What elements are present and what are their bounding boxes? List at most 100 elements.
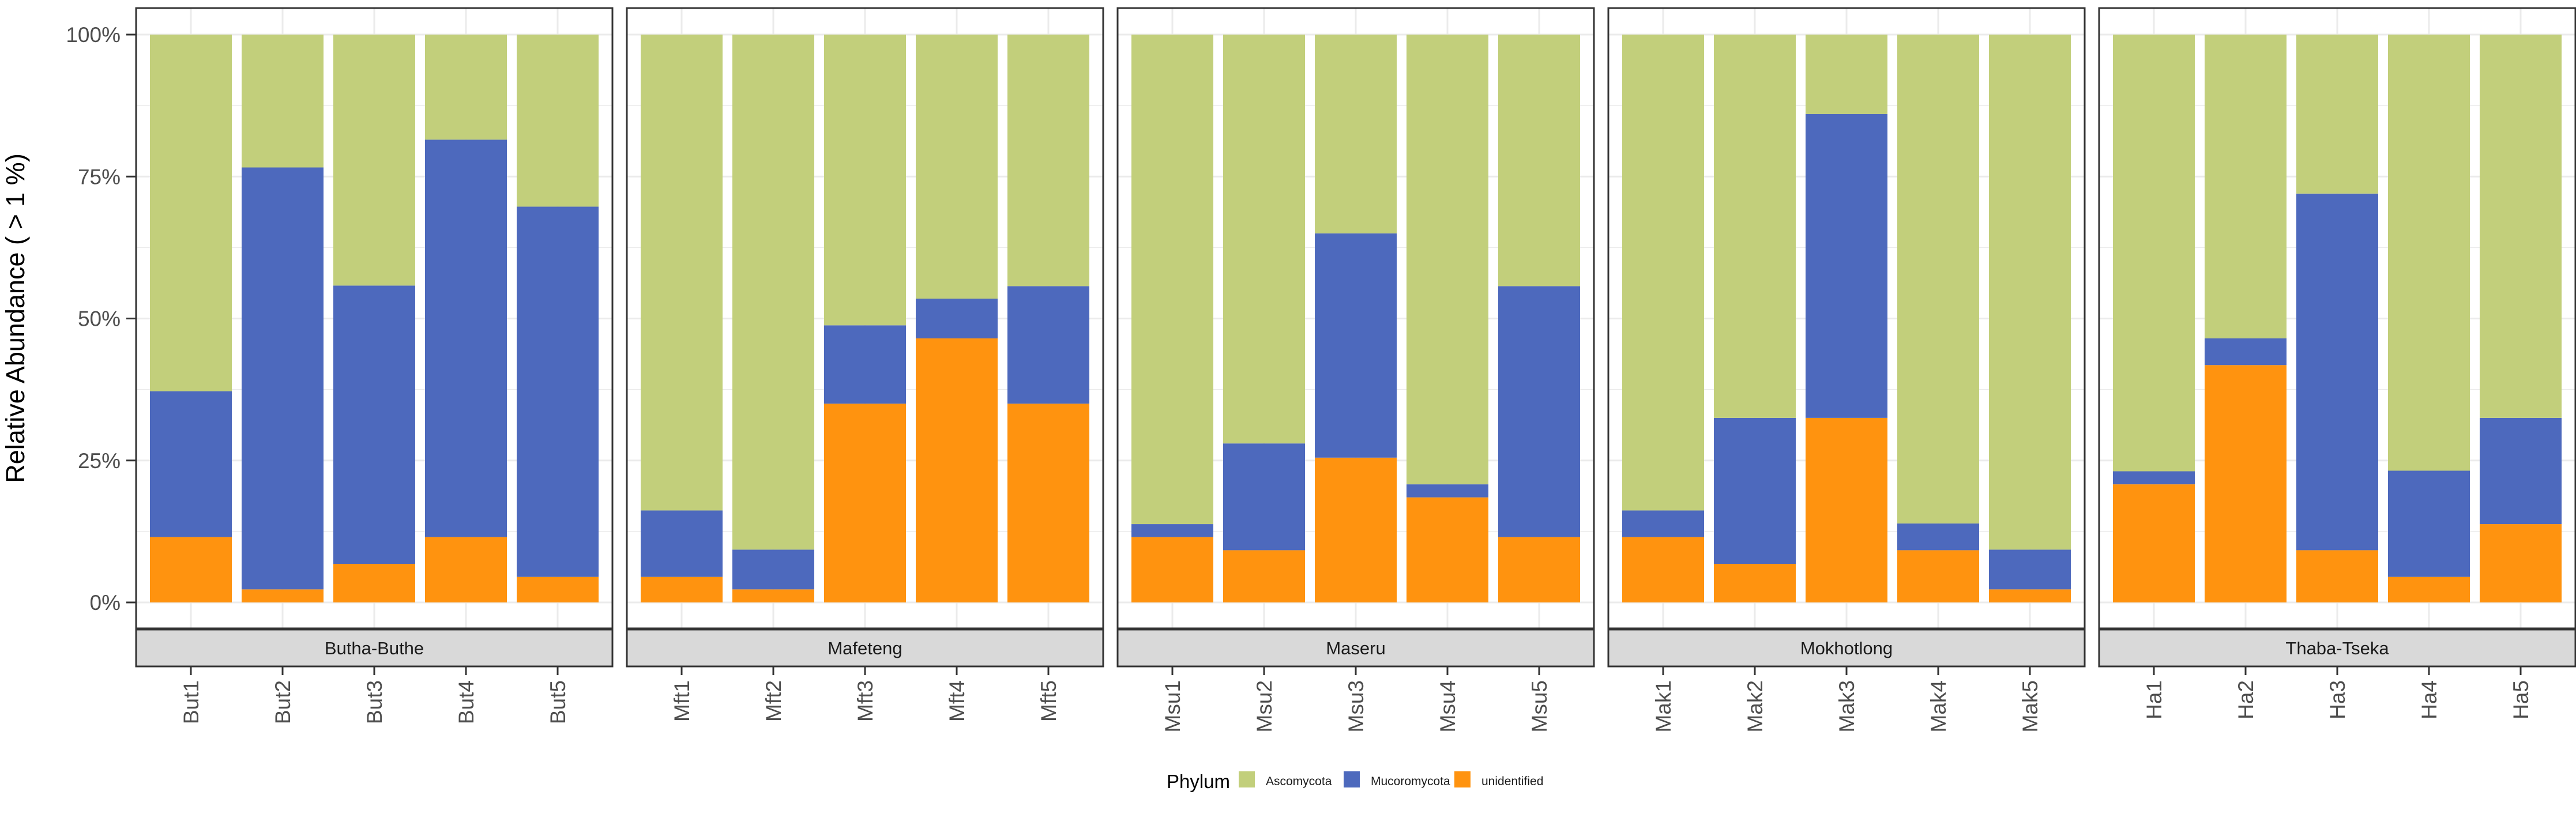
bar-segment-unidentified xyxy=(1714,564,1796,602)
bar-segment-mucoromycota xyxy=(916,299,998,338)
bar-segment-ascomycota xyxy=(2113,35,2195,472)
bar-segment-mucoromycota xyxy=(824,325,906,404)
x-tick-label: But3 xyxy=(363,680,386,724)
bar-segment-unidentified xyxy=(1407,497,1488,602)
panel-border xyxy=(1607,7,2086,630)
bar-segment-unidentified xyxy=(824,404,906,602)
x-tick-label: Msu2 xyxy=(1253,680,1276,732)
bar-segment-unidentified xyxy=(1897,550,1979,602)
panel-border xyxy=(1116,7,1595,630)
bar-segment-ascomycota xyxy=(1622,35,1704,511)
bar-segment-unidentified xyxy=(1622,537,1704,602)
legend-key xyxy=(1239,771,1255,787)
bar-segment-unidentified xyxy=(2480,524,2562,602)
bar-segment-mucoromycota xyxy=(1407,484,1488,498)
facet-panel: Mafeteng Mft1 Mft2 Mft3 Mft4 Mft5 xyxy=(626,7,1104,722)
bar-segment-unidentified xyxy=(1315,457,1397,602)
bar-segment-unidentified xyxy=(333,564,415,602)
bar-segment-ascomycota xyxy=(2388,35,2470,471)
bar-segment-ascomycota xyxy=(2205,35,2287,338)
bar-segment-ascomycota xyxy=(824,35,906,326)
x-tick-label: But5 xyxy=(546,680,570,724)
x-tick-label: Mak3 xyxy=(1835,680,1859,732)
facet-panel: Thaba-Tseka Ha1 Ha2 Ha3 Ha4 Ha5 xyxy=(2098,7,2576,719)
strip-label: Mokhotlong xyxy=(1800,638,1893,658)
bar-segment-mucoromycota xyxy=(1989,549,2071,590)
legend-label: Ascomycota xyxy=(1266,775,1332,788)
y-tick-label: 50% xyxy=(78,307,121,331)
x-tick-label: Msu1 xyxy=(1161,680,1184,732)
bar-segment-mucoromycota xyxy=(1897,523,1979,551)
bar-segment-ascomycota xyxy=(1498,35,1580,287)
bar-segment-ascomycota xyxy=(1007,35,1089,287)
facet-panel: Mokhotlong Mak1 Mak2 Mak3 Mak4 Mak5 xyxy=(1607,7,2086,732)
x-tick-label: Ha2 xyxy=(2234,680,2258,719)
bar-segment-ascomycota xyxy=(1407,35,1488,485)
legend: Phylum Ascomycota Mucoromycota unidentified xyxy=(1167,771,1543,792)
bar-segment-unidentified xyxy=(1989,589,2071,602)
bar-segment-mucoromycota xyxy=(2480,417,2562,525)
x-tick-label: Mak1 xyxy=(1652,680,1675,732)
bar-segment-ascomycota xyxy=(1989,35,2071,550)
x-tick-label: Mak4 xyxy=(1927,680,1950,732)
bar-segment-mucoromycota xyxy=(2388,470,2470,577)
bar-segment-unidentified xyxy=(641,576,723,602)
bar-segment-ascomycota xyxy=(2480,35,2562,418)
bar-segment-mucoromycota xyxy=(517,206,599,577)
bar-segment-ascomycota xyxy=(150,35,232,391)
facet-panel: Maseru Msu1 Msu2 Msu3 Msu4 Msu5 xyxy=(1116,7,1595,732)
x-tick-label: Mft3 xyxy=(853,680,877,722)
strip-label: Butha-Buthe xyxy=(325,638,424,658)
bar-segment-ascomycota xyxy=(1806,35,1887,114)
y-axis-title-layer: Relative Abundance ( > 1 %) 0% 25% 50% 75% 10… xyxy=(1,23,136,615)
bar-segment-mucoromycota xyxy=(1131,524,1213,537)
bar-segment-unidentified xyxy=(2205,365,2287,602)
strip-background xyxy=(1116,628,1595,668)
bar-segment-mucoromycota xyxy=(1806,114,1887,418)
x-tick-label: Mft5 xyxy=(1037,680,1061,722)
bar-segment-mucoromycota xyxy=(1498,286,1580,537)
bar-segment-mucoromycota xyxy=(1315,233,1397,458)
panel-border xyxy=(135,7,614,630)
x-tick-label: Mak2 xyxy=(1743,680,1767,732)
bar-segment-unidentified xyxy=(1806,417,1887,602)
x-tick-label: Ha3 xyxy=(2326,680,2349,719)
panel-border xyxy=(2098,7,2576,630)
y-tick-label: 25% xyxy=(78,449,121,473)
bar-segment-unidentified xyxy=(425,537,507,602)
x-tick-label: Ha5 xyxy=(2509,680,2533,719)
x-tick-label: Mft4 xyxy=(945,680,969,722)
x-tick-label: But1 xyxy=(179,680,203,724)
strip-background xyxy=(135,628,614,668)
bar-segment-mucoromycota xyxy=(1223,443,1305,551)
bar-segment-mucoromycota xyxy=(425,140,507,537)
bar-segment-ascomycota xyxy=(1315,35,1397,233)
bar-segment-mucoromycota xyxy=(732,549,814,590)
bar-segment-ascomycota xyxy=(1131,35,1213,525)
bar-segment-ascomycota xyxy=(333,35,415,286)
x-tick-label: Msu4 xyxy=(1436,680,1460,732)
bar-segment-ascomycota xyxy=(1897,35,1979,524)
panel-border xyxy=(626,7,1104,630)
bar-segment-mucoromycota xyxy=(2296,193,2378,551)
bar-segment-mucoromycota xyxy=(2113,471,2195,485)
bar-segment-unidentified xyxy=(732,589,814,602)
bar-segment-unidentified xyxy=(1223,550,1305,602)
bar-segment-mucoromycota xyxy=(242,167,324,590)
bar-segment-unidentified xyxy=(1007,404,1089,602)
bar-segment-mucoromycota xyxy=(641,510,723,577)
bar-segment-unidentified xyxy=(150,537,232,602)
legend-title: Phylum xyxy=(1167,771,1230,792)
x-tick-label: Mft2 xyxy=(762,680,785,722)
bar-segment-ascomycota xyxy=(242,35,324,168)
strip-background xyxy=(2098,628,2576,668)
bar-segment-mucoromycota xyxy=(150,391,232,537)
strip-label: Thaba-Tseka xyxy=(2285,638,2389,658)
bar-segment-unidentified xyxy=(2296,550,2378,602)
x-tick-label: But4 xyxy=(454,680,478,724)
strip-background xyxy=(626,628,1104,668)
x-tick-label: Msu5 xyxy=(1528,680,1551,732)
bar-segment-ascomycota xyxy=(1714,35,1796,418)
x-tick-label: Msu3 xyxy=(1344,680,1368,732)
